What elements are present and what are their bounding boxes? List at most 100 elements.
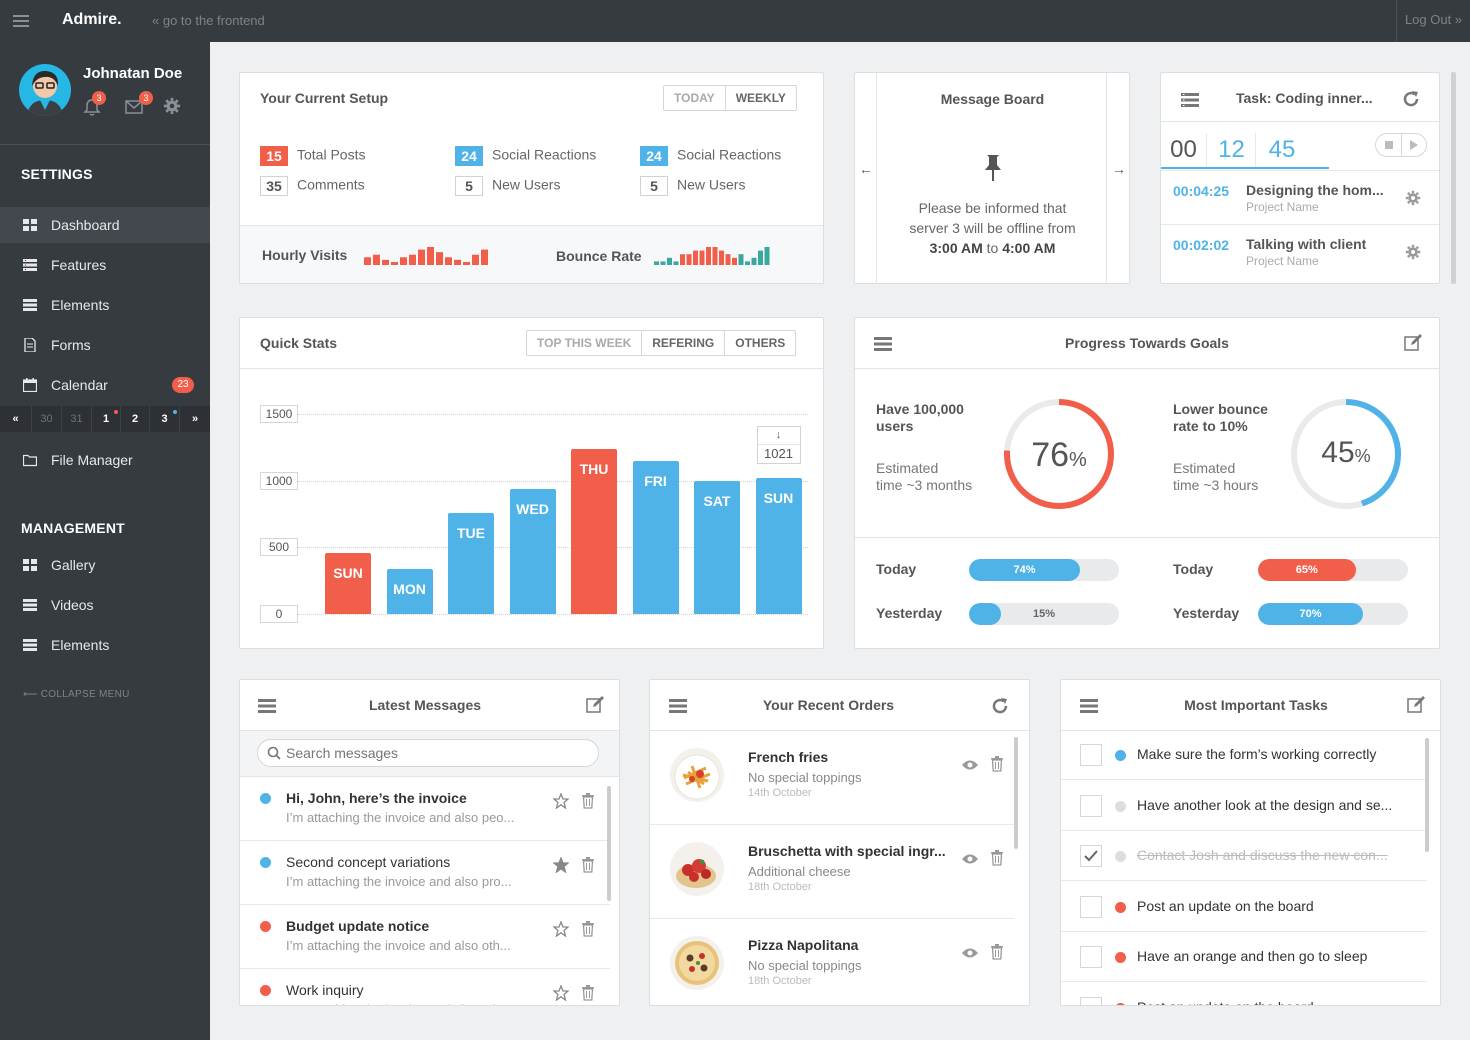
chart-bar-tue[interactable]: TUE	[448, 512, 494, 614]
message-prev-button[interactable]: ←	[855, 73, 877, 283]
gear-icon[interactable]	[163, 97, 183, 117]
trash-icon[interactable]	[581, 793, 595, 809]
scrollbar[interactable]	[607, 786, 611, 901]
task-checkbox[interactable]	[1080, 996, 1102, 1005]
logout-button[interactable]: Log Out »	[1396, 0, 1470, 42]
chart-bar-fri[interactable]: FRI	[632, 460, 679, 614]
eye-icon[interactable]	[962, 853, 978, 865]
task-entry[interactable]: 00:02:02 Talking with client Project Nam…	[1161, 224, 1439, 278]
page-scrollbar[interactable]	[1451, 72, 1456, 284]
edit-icon[interactable]	[585, 695, 605, 715]
tab-weekly[interactable]: WEEKLY	[724, 86, 796, 110]
message-item[interactable]: Work inquiry I’m attaching the invoice an…	[240, 969, 610, 1005]
calendar-prev-button[interactable]: «	[0, 406, 32, 432]
brand-logo[interactable]: Admire.	[62, 11, 122, 28]
sidebar-item-file-manager[interactable]: File Manager	[0, 442, 210, 478]
collapse-menu-button[interactable]: ⟵ COLLAPSE MENU	[23, 689, 130, 700]
sidebar-item-elements-2[interactable]: Elements	[0, 627, 210, 663]
calendar-day[interactable]: 3	[150, 406, 180, 432]
eye-icon[interactable]	[962, 947, 978, 959]
calendar-day[interactable]: 2	[121, 406, 150, 432]
sidebar-item-dashboard[interactable]: Dashboard	[0, 207, 210, 243]
chart-bar-sun[interactable]: SUN	[755, 477, 802, 614]
order-item[interactable]: Bruschetta with special ingr... Addition…	[650, 825, 1014, 919]
chart-bar-sat[interactable]: SAT	[694, 480, 740, 614]
sidebar-item-elements[interactable]: Elements	[0, 287, 210, 323]
task-item[interactable]: Have an orange and then go to sleep	[1061, 932, 1427, 982]
task-entry[interactable]: 00:04:25 Designing the hom... Project Na…	[1161, 170, 1439, 224]
sparkline-bar	[481, 249, 488, 265]
task-item[interactable]: Have another look at the design and se..…	[1061, 781, 1427, 831]
stop-button[interactable]	[1376, 134, 1402, 156]
task-item[interactable]: Contact Josh and discuss the new con...	[1061, 831, 1427, 881]
task-checkbox[interactable]	[1080, 946, 1102, 968]
order-item[interactable]: Pizza Napolitana No special toppings 18t…	[650, 919, 1014, 1005]
chart-bar-thu[interactable]: THU	[571, 448, 617, 614]
sidebar-item-videos[interactable]: Videos	[0, 587, 210, 623]
sidebar-item-gallery[interactable]: Gallery	[0, 547, 210, 583]
task-checkbox[interactable]	[1080, 744, 1102, 766]
task-checkbox[interactable]	[1080, 794, 1102, 817]
trash-icon[interactable]	[990, 850, 1004, 866]
message-snippet: I’m attaching the invoice and also peo..…	[286, 810, 515, 825]
stop-icon	[1385, 141, 1393, 149]
message-next-button[interactable]: →	[1106, 73, 1128, 283]
order-item[interactable]: French fries No special toppings 14th Oc…	[650, 731, 1014, 825]
tab-today[interactable]: TODAY	[674, 91, 715, 105]
timer-minutes: 12	[1208, 133, 1256, 167]
tab-refering[interactable]: REFERING	[641, 331, 724, 355]
star-icon[interactable]	[553, 985, 569, 1001]
trash-icon[interactable]	[581, 857, 595, 873]
edit-icon[interactable]	[1403, 333, 1423, 353]
message-item[interactable]: Hi, John, here’s the invoice I’m attachin…	[240, 777, 610, 841]
calendar-day[interactable]: 1	[92, 406, 121, 432]
sparkline-bar	[436, 252, 443, 265]
scrollbar[interactable]	[1014, 737, 1018, 849]
task-item[interactable]: Post an update on the board	[1061, 983, 1427, 1005]
gear-icon[interactable]	[1405, 244, 1421, 260]
star-icon[interactable]	[553, 793, 569, 809]
chart-bar-wed[interactable]: WED	[509, 488, 556, 614]
refresh-icon[interactable]	[1401, 89, 1421, 109]
search-input[interactable]	[286, 742, 586, 764]
mail-icon[interactable]	[124, 97, 144, 117]
message-text: Please be informed that server 3 will be…	[909, 200, 1076, 256]
star-icon[interactable]	[553, 921, 569, 937]
task-checkbox[interactable]	[1080, 895, 1102, 918]
calendar-day[interactable]: 30	[32, 406, 62, 432]
gear-icon[interactable]	[1405, 190, 1421, 206]
sidebar-item-label: Dashboard	[51, 217, 120, 233]
document-icon	[23, 338, 37, 352]
scrollbar[interactable]	[1425, 738, 1429, 852]
chart-bar-sun[interactable]: SUN	[325, 552, 371, 614]
sidebar-item-features[interactable]: Features	[0, 247, 210, 283]
task-item[interactable]: Post an update on the board	[1061, 882, 1427, 932]
tab-top-this-week[interactable]: TOP THIS WEEK	[537, 336, 632, 350]
calendar-day[interactable]: 31	[62, 406, 92, 432]
message-item[interactable]: Second concept variations I’m attaching t…	[240, 841, 610, 905]
task-checkbox[interactable]	[1080, 845, 1102, 867]
refresh-icon[interactable]	[990, 696, 1010, 716]
trash-icon[interactable]	[581, 921, 595, 937]
sidebar-item-forms[interactable]: Forms	[0, 327, 210, 363]
calendar-next-button[interactable]: »	[191, 413, 199, 425]
trash-icon[interactable]	[990, 756, 1004, 772]
bar-label: THU	[579, 460, 609, 477]
message-board-panel: ← → Message Board Please be informed tha…	[854, 72, 1130, 284]
stat-new-users-2: 5 New Users	[640, 176, 745, 196]
hamburger-menu-icon[interactable]	[10, 10, 32, 32]
tab-others[interactable]: OTHERS	[724, 331, 795, 355]
trash-icon[interactable]	[990, 944, 1004, 960]
message-item[interactable]: Budget update notice I’m attaching the in…	[240, 905, 610, 969]
y-tick-label: 0	[260, 605, 298, 623]
eye-icon[interactable]	[962, 759, 978, 771]
avatar[interactable]	[19, 64, 71, 116]
trash-icon[interactable]	[581, 985, 595, 1001]
sidebar-item-calendar[interactable]: Calendar 23	[0, 367, 210, 403]
task-item[interactable]: Make sure the form’s working correctly	[1061, 730, 1427, 780]
star-filled-icon[interactable]	[553, 857, 569, 873]
play-button[interactable]	[1402, 134, 1427, 156]
chart-bar-mon[interactable]: MON	[386, 568, 433, 614]
edit-icon[interactable]	[1406, 695, 1426, 715]
go-to-frontend-link[interactable]: « go to the frontend	[152, 13, 265, 28]
